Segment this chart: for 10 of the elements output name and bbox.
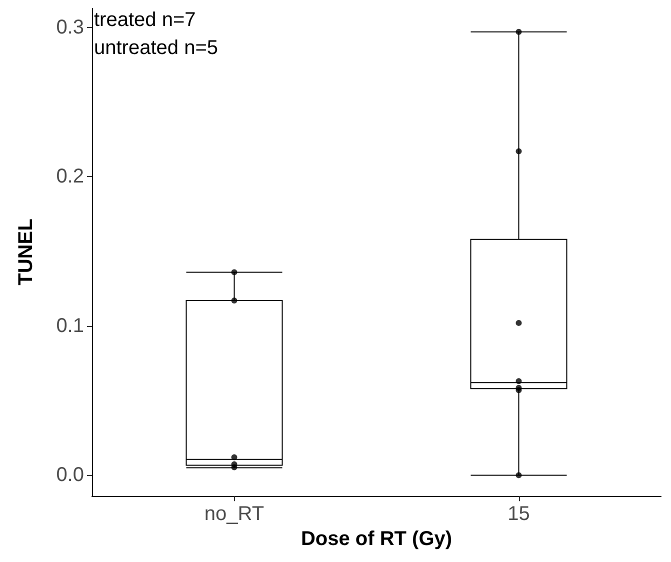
y-tick-label: 0.0 — [56, 464, 84, 486]
annotation: treated n=7 — [94, 9, 196, 31]
y-tick-label: 0.2 — [56, 166, 84, 188]
x-tick-label: no_RT — [204, 503, 264, 526]
x-tick-label: 15 — [508, 503, 530, 526]
x-axis-title: Dose of RT (Gy) — [300, 528, 452, 550]
y-tick-label: 0.1 — [56, 314, 84, 337]
annotation: untreated n=5 — [94, 37, 218, 59]
y-axis-title: TUNEL — [15, 218, 37, 286]
y-tick-label: 0.3 — [56, 16, 84, 38]
